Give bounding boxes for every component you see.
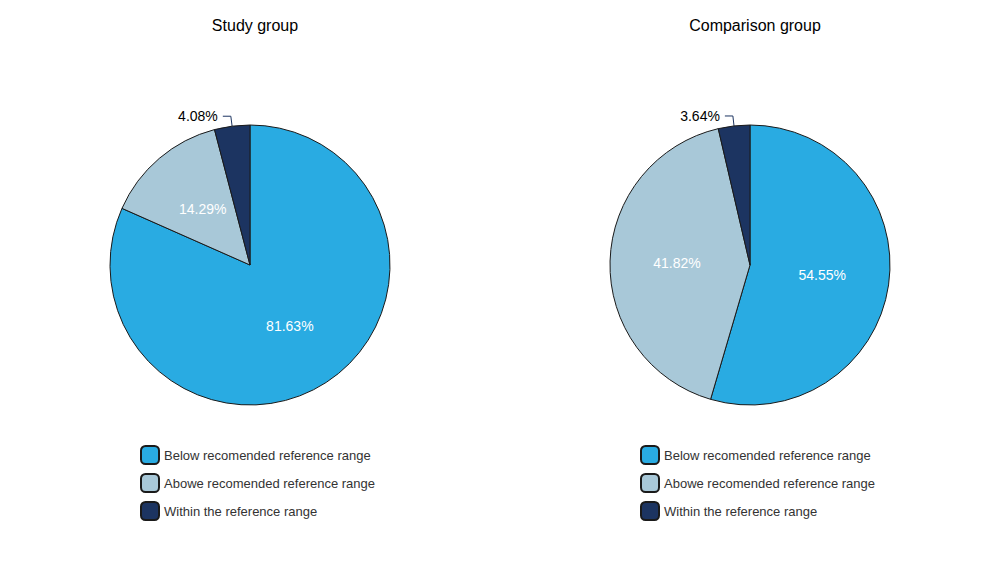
- svg-text:Abowe recomended reference ran: Abowe recomended reference range: [164, 476, 375, 491]
- svg-text:Abowe recomended reference ran: Abowe recomended reference range: [664, 476, 875, 491]
- svg-text:41.82%: 41.82%: [653, 255, 700, 271]
- svg-text:Below recomended reference ran: Below recomended reference range: [664, 448, 871, 463]
- svg-text:81.63%: 81.63%: [266, 318, 313, 334]
- svg-text:14.29%: 14.29%: [179, 201, 226, 217]
- svg-text:Within the reference range: Within the reference range: [164, 504, 317, 519]
- svg-text:54.55%: 54.55%: [799, 267, 846, 283]
- svg-text:Within the reference range: Within the reference range: [664, 504, 817, 519]
- svg-text:Study group: Study group: [212, 17, 298, 34]
- svg-text:Below recomended reference ran: Below recomended reference range: [164, 448, 371, 463]
- svg-text:4.08%: 4.08%: [178, 108, 218, 124]
- svg-text:3.64%: 3.64%: [680, 108, 720, 124]
- svg-text:Comparison group: Comparison group: [689, 17, 821, 34]
